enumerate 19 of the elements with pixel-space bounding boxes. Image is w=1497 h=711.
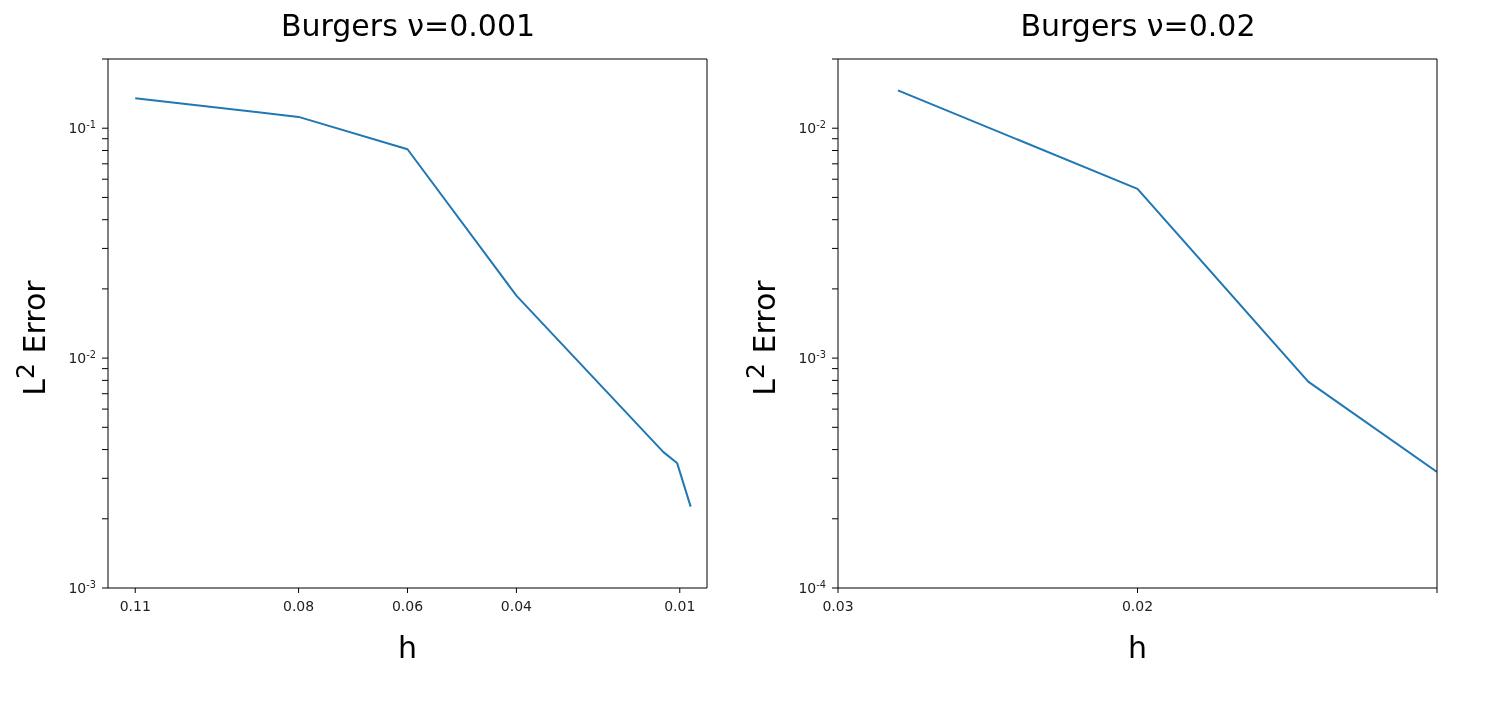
x-axis-title: h: [397, 630, 418, 665]
x-tick-label: 0.11: [119, 598, 151, 614]
y-tick-label: 10$^{-3}$: [68, 578, 96, 596]
y-tick-label: 10$^{-3}$: [798, 348, 826, 367]
x-tick-label: 0.04: [500, 598, 533, 614]
x-tick-label: 0.08: [283, 598, 315, 614]
x-tick-label: 0.03: [822, 598, 854, 614]
y-tick-label: 10$^{-1}$: [68, 118, 96, 137]
x-tick-label: 0.01: [664, 598, 696, 614]
x-tick-label: 0.06: [391, 598, 424, 614]
x-tick-label: 0.02: [1121, 598, 1154, 614]
chart-title: Burgers ν=0.02: [1019, 8, 1257, 45]
x-axis-title: h: [1127, 630, 1148, 665]
chart-title: Burgers ν=0.001: [279, 8, 537, 45]
y-tick-label: 10$^{-2}$: [798, 118, 826, 137]
line-series: [896, 89, 1437, 473]
line-series: [134, 97, 692, 508]
y-tick-label: 10$^{-2}$: [68, 348, 96, 367]
y-tick-label: 10$^{-4}$: [798, 578, 826, 596]
